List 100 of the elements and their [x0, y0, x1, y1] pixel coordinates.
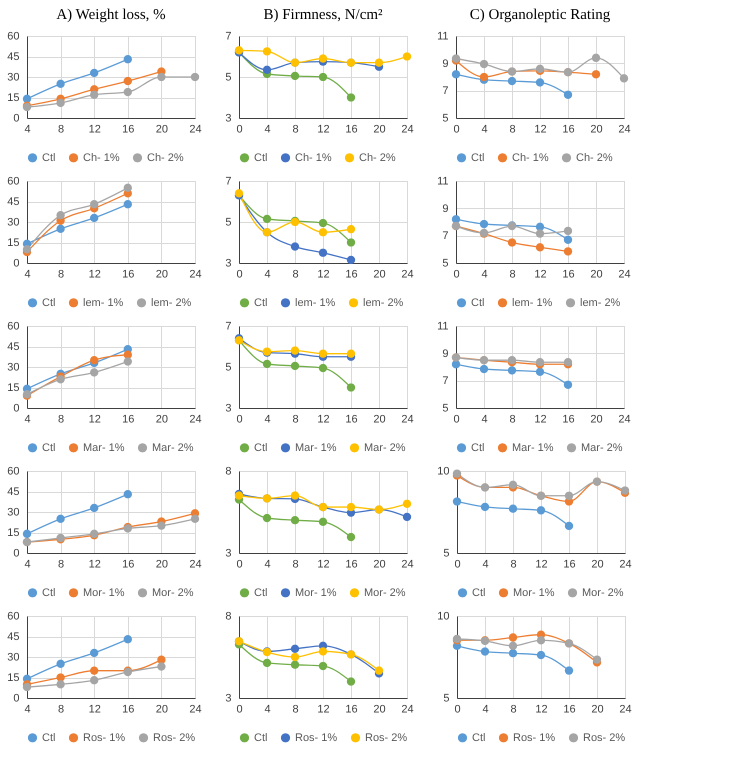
x-tick-label: 16	[345, 558, 358, 570]
x-tick-label: 0	[454, 704, 461, 716]
legend-label: Ros- 1%	[83, 732, 126, 744]
y-tick-label: 10	[437, 466, 450, 478]
point	[56, 375, 65, 384]
point	[536, 222, 544, 231]
legend-label: Ctl	[42, 586, 56, 599]
point	[124, 184, 132, 192]
legend-label: Mor- 1%	[295, 586, 337, 599]
y-tick-label: 60	[7, 320, 20, 332]
legend-label: Ch- 2%	[147, 152, 184, 164]
x-tick-label: 12	[317, 124, 330, 136]
point	[157, 662, 166, 671]
point	[290, 72, 300, 80]
point	[90, 90, 98, 99]
y-tick-label: 3	[225, 692, 232, 704]
point	[346, 256, 356, 264]
y-tick-label: 0	[13, 112, 20, 124]
y-tick-label: 5	[225, 216, 232, 228]
x-tick-label: 4	[264, 704, 271, 716]
y-tick-label: 45	[7, 486, 20, 498]
point	[157, 656, 166, 664]
point	[90, 68, 98, 78]
x-tick-label: 0	[236, 414, 243, 426]
y-tick-label: 30	[7, 362, 20, 374]
x-tick-label: 8	[292, 558, 299, 570]
point	[290, 491, 300, 500]
x-tick-label: 12	[535, 704, 548, 716]
point	[124, 635, 132, 644]
point	[508, 633, 518, 642]
x-tick-label: 16	[122, 124, 134, 136]
point	[564, 236, 572, 244]
x-tick-label: 12	[88, 268, 101, 280]
point	[508, 356, 516, 364]
legend-label: Ctl	[254, 732, 268, 744]
y-tick-label: 30	[7, 506, 20, 518]
x-tick-label: 16	[122, 268, 134, 280]
x-tick-label: 16	[562, 124, 575, 136]
point	[508, 642, 518, 650]
legend-label: Ctl	[42, 732, 56, 744]
y-tick-label: 0	[13, 548, 20, 560]
x-tick-label: 4	[264, 558, 271, 570]
x-tick-label: 12	[317, 558, 330, 570]
x-tick-label: 8	[510, 704, 517, 716]
point	[508, 76, 516, 86]
point	[508, 238, 516, 247]
x-tick-label: 24	[189, 268, 202, 280]
y-tick-label: 15	[7, 382, 20, 394]
point	[318, 218, 328, 228]
y-tick-label: 11	[437, 30, 448, 42]
y-tick-label: 7	[225, 176, 232, 188]
x-tick-label: 8	[292, 414, 299, 426]
point	[564, 226, 572, 236]
x-tick-label: 8	[58, 414, 64, 426]
x-tick-label: 12	[88, 414, 101, 426]
y-tick-label: 30	[7, 652, 20, 664]
point	[262, 214, 272, 224]
point	[508, 366, 516, 375]
point	[157, 72, 166, 82]
y-tick-label: 9	[442, 202, 448, 215]
x-tick-label: 4	[264, 268, 271, 280]
point	[564, 492, 574, 500]
y-tick-label: 45	[7, 51, 20, 63]
point	[318, 54, 328, 63]
y-tick-label: 15	[7, 527, 20, 539]
point	[536, 229, 544, 238]
point	[564, 247, 572, 256]
chart-title: A) Weight loss, %	[56, 7, 166, 23]
x-tick-label: 0	[236, 704, 243, 716]
point	[346, 677, 356, 686]
point	[620, 74, 628, 83]
y-tick-label: 5	[442, 112, 448, 124]
point	[346, 225, 356, 234]
point	[346, 383, 356, 392]
legend-label: Ch- 1%	[295, 152, 332, 164]
point	[290, 644, 300, 653]
legend-label: Ch- 2%	[359, 152, 396, 164]
point	[452, 70, 460, 78]
x-tick-label: 8	[58, 268, 64, 280]
x-tick-label: 24	[189, 414, 202, 426]
x-tick-label: 4	[24, 414, 31, 426]
legend-label: Ch- 2%	[576, 152, 613, 164]
point	[318, 350, 328, 358]
legend-label: Mar- 1%	[512, 442, 554, 454]
x-tick-label: 12	[534, 124, 547, 136]
x-tick-label: 20	[156, 704, 168, 716]
x-tick-label: 0	[236, 558, 243, 570]
y-tick-label: 45	[7, 631, 20, 643]
x-tick-label: 12	[88, 558, 101, 570]
point	[90, 200, 98, 208]
x-tick-label: 20	[373, 414, 386, 426]
legend-label: lem- 1%	[83, 296, 124, 309]
point	[124, 55, 132, 64]
legend-label: Mor- 2%	[152, 586, 194, 599]
legend-label: Mor- 1%	[83, 586, 125, 599]
point	[262, 514, 272, 522]
chart-title: C) Organoleptic Rating	[470, 7, 611, 23]
y-tick-label: 7	[442, 230, 448, 242]
point	[402, 52, 412, 61]
x-tick-label: 20	[590, 268, 603, 280]
